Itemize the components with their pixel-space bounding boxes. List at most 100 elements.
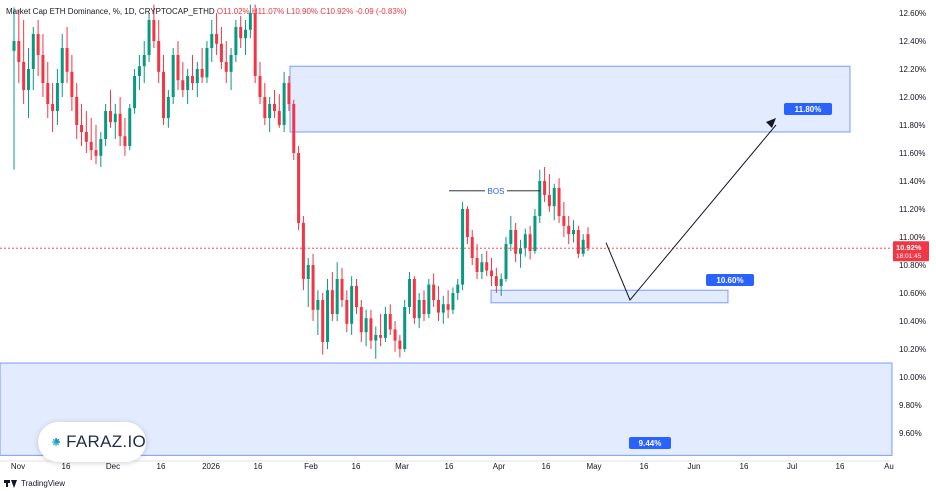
candle-body [80, 125, 84, 132]
candle-body [552, 188, 556, 207]
candle-body [330, 290, 334, 314]
candle-body [263, 97, 267, 118]
candle-body [17, 41, 21, 62]
candle-body [485, 262, 489, 271]
tradingview-footer[interactable]: TradingView [4, 476, 65, 490]
time-tick-label: Feb [304, 462, 318, 471]
candle-body [398, 340, 402, 349]
time-tick-label: Jun [688, 462, 701, 471]
candle-body [113, 113, 117, 123]
price-tick-label: 11.40% [899, 177, 926, 186]
time-tick-label: Dec [106, 462, 120, 471]
candle-body [335, 279, 339, 314]
candle-body [321, 300, 325, 342]
candle-body [311, 265, 315, 310]
candle-body [190, 76, 194, 83]
candle-body [272, 104, 276, 111]
symbol-legend: Market Cap ETH Dominance, %, 1D, CRYPTOC… [6, 7, 407, 16]
price-tick-label: 10.60% [899, 289, 926, 298]
price-tag-bg [893, 241, 929, 262]
candle-body [436, 300, 440, 313]
label-layer: 11.80% 10.60% 9.44% 10.92%18:01:45 [629, 103, 929, 449]
candle-body [470, 237, 474, 258]
candle-body [195, 69, 199, 83]
candle-body [258, 76, 262, 97]
candle-body [239, 27, 243, 39]
support-zone [0, 362, 893, 456]
candle-body [301, 223, 305, 279]
candle-body [446, 304, 450, 310]
candle-body [403, 307, 407, 349]
time-tick-label: 16 [836, 462, 845, 471]
candle-body [51, 104, 55, 111]
candle-body [499, 279, 503, 286]
price-tick-label: 12.40% [899, 37, 926, 46]
ohlc-change: -0.09 (-0.83%) [355, 7, 407, 16]
price-tick-label: 12.00% [899, 93, 926, 102]
candle-body [432, 284, 436, 300]
candle-body [388, 314, 392, 330]
candle-body [393, 329, 397, 341]
candle-body [572, 230, 576, 235]
candle-body [75, 97, 79, 125]
price-tick-label: 10.40% [899, 317, 926, 326]
candle-body [60, 48, 64, 83]
candle-body [538, 181, 542, 216]
candle-body [31, 34, 35, 69]
time-tick-label: Au [884, 462, 894, 471]
candle-body [369, 318, 373, 341]
candle-body [567, 225, 571, 235]
ohlc-open: O11.02% [216, 7, 250, 16]
projection-arrowhead [766, 118, 776, 128]
candle-body [528, 234, 532, 251]
candle-body [244, 29, 248, 39]
candle-body [142, 55, 146, 67]
candle-body [306, 265, 310, 279]
candle-body [359, 307, 363, 333]
ohlc-close: C10.92% [320, 7, 354, 16]
candle-body [99, 139, 103, 156]
time-tick-label: 16 [254, 462, 263, 471]
candle-body [518, 248, 522, 254]
candle-body [326, 290, 330, 342]
candle-body [234, 27, 238, 55]
bos-label: BOS [488, 187, 505, 196]
time-axis: Nov 16 Dec 16 2026 16 Feb 16 Mar 16 Apr 16 May 16 Jun 1… [0, 460, 894, 471]
price-tag-countdown: 18:01:45 [896, 253, 922, 260]
candle-body [345, 300, 349, 324]
candle-body [408, 279, 412, 307]
candle-body [465, 209, 469, 237]
candle-body [412, 279, 416, 319]
time-tick-label: 16 [157, 462, 166, 471]
candle-body [557, 188, 561, 216]
level-tag-label: 10.60% [716, 276, 743, 285]
candle-body [147, 20, 151, 55]
candle-body [504, 244, 508, 279]
candle-body [41, 55, 45, 83]
candle-body [340, 279, 344, 300]
time-tick-label: May [586, 462, 601, 471]
candle-body [475, 258, 479, 272]
tradingview-logo-icon [4, 479, 18, 488]
symbol-title: Market Cap ETH Dominance, %, 1D, CRYPTOC… [6, 7, 215, 16]
time-tick-label: Mar [395, 462, 409, 471]
candle-body [374, 335, 378, 341]
time-tick-label: 16 [542, 462, 551, 471]
bos-label-bg [485, 185, 507, 196]
candle-body [108, 111, 112, 123]
candle-body [543, 181, 547, 195]
price-tick-label: 11.80% [899, 121, 926, 130]
price-tick-label: 10.20% [899, 345, 926, 354]
brand-name: FARAZ.IO [66, 432, 146, 451]
candle-body [181, 80, 185, 90]
candle-body [186, 76, 190, 90]
candle-body [248, 13, 252, 30]
price-tick-label: 10.80% [899, 261, 926, 270]
price-tag-value: 10.92% [896, 243, 922, 252]
candle-body [523, 234, 527, 249]
candle-body [547, 195, 551, 207]
candle-body [277, 111, 281, 125]
price-tick-label: 11.60% [899, 149, 926, 158]
candle-body [562, 216, 566, 226]
